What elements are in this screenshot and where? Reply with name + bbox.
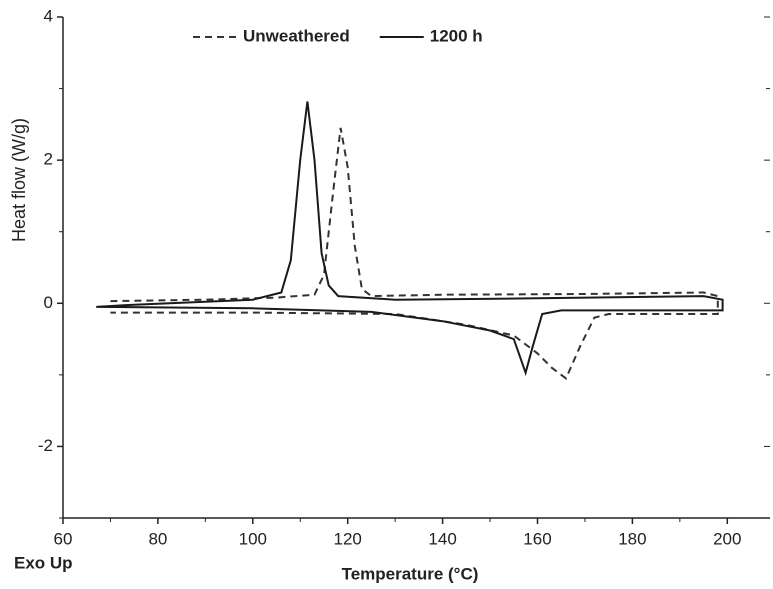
legend-label: 1200 h — [430, 26, 483, 45]
annotation: Exo Up — [14, 553, 73, 572]
y-tick-label: 4 — [44, 6, 53, 25]
y-tick-label: 2 — [44, 150, 53, 169]
y-axis-label: Heat flow (W/g) — [9, 118, 29, 242]
legend-label: Unweathered — [243, 26, 350, 45]
x-tick-label: 80 — [148, 529, 167, 548]
x-tick-label: 160 — [523, 529, 551, 548]
y-tick-label: -2 — [38, 436, 53, 455]
y-tick-label: 0 — [44, 293, 53, 312]
x-tick-label: 180 — [618, 529, 646, 548]
series-line — [96, 101, 724, 377]
x-tick-label: 200 — [713, 529, 741, 548]
x-tick-label: 120 — [334, 529, 362, 548]
x-tick-label: 100 — [239, 529, 267, 548]
x-axis-label: Temperature (°C) — [342, 564, 479, 583]
x-tick-label: 60 — [54, 529, 73, 548]
x-tick-label: 140 — [428, 529, 456, 548]
series-line — [110, 127, 719, 380]
